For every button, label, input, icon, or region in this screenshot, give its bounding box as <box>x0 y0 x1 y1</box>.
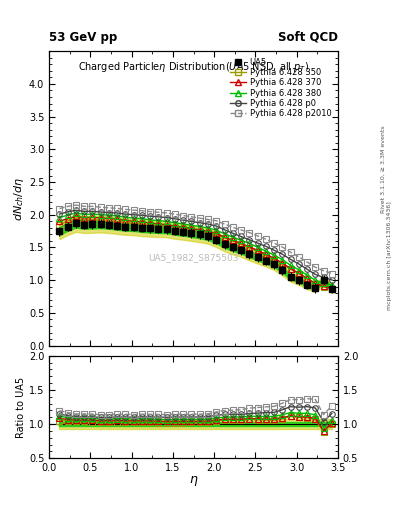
Y-axis label: $dN_{ch}/d\eta$: $dN_{ch}/d\eta$ <box>12 176 26 221</box>
Text: mcplots.cern.ch [arXiv:1306.3436]: mcplots.cern.ch [arXiv:1306.3436] <box>387 202 391 310</box>
Text: Rivet 3.1.10, ≥ 3.3M events: Rivet 3.1.10, ≥ 3.3M events <box>381 125 386 213</box>
Text: Charged Particle$\eta$ Distribution$(UA5$ NSD, all $p_T)$: Charged Particle$\eta$ Distribution$(UA5… <box>78 60 309 74</box>
Y-axis label: Ratio to UA5: Ratio to UA5 <box>16 376 26 438</box>
Text: UA5_1982_S875503: UA5_1982_S875503 <box>148 253 239 262</box>
Text: Soft QCD: Soft QCD <box>278 31 338 44</box>
X-axis label: $\eta$: $\eta$ <box>189 475 198 488</box>
Text: 53 GeV pp: 53 GeV pp <box>49 31 118 44</box>
Legend: UA5, Pythia 6.428 350, Pythia 6.428 370, Pythia 6.428 380, Pythia 6.428 p0, Pyth: UA5, Pythia 6.428 350, Pythia 6.428 370,… <box>227 55 334 121</box>
